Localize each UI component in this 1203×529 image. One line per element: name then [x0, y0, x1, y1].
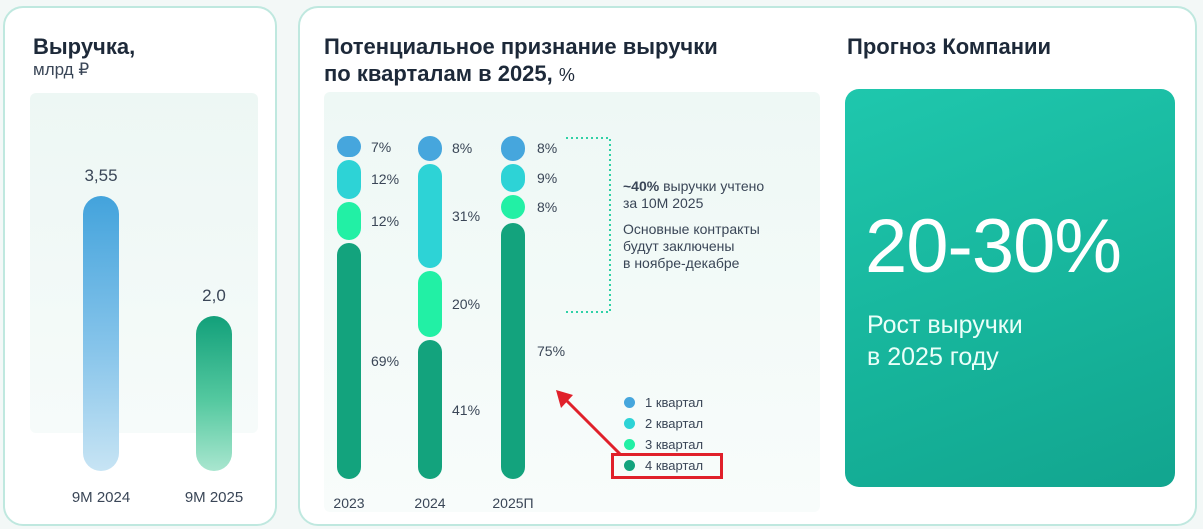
stack-segment: [418, 163, 442, 268]
annotation-line1: ~40% выручки учтено: [623, 178, 764, 195]
stack-value-label: 8%: [537, 199, 558, 216]
stack-value-label: 20%: [452, 296, 481, 313]
revenue-category-label: 9М 2025: [184, 489, 244, 506]
stack-value-label: 12%: [371, 213, 400, 229]
legend-item: 4 квартал: [624, 458, 703, 473]
stack-value-label: 12%: [371, 171, 400, 188]
quarter-title-text: по кварталам в 2025,: [324, 61, 553, 86]
stack-value-label: 41%: [452, 401, 481, 418]
stack-value-label: 7%: [371, 138, 392, 155]
revenue-category-label: 9М 2024: [71, 489, 131, 506]
forecast-caption-line2: в 2025 году: [867, 343, 999, 371]
stack-segment: [418, 270, 442, 338]
revenue-value-label: 2,0: [202, 286, 226, 306]
annotation-line4: будут заключены: [623, 238, 735, 254]
annotation-bold: ~40%: [623, 178, 660, 194]
revenue-title: Выручка,: [33, 34, 136, 59]
stack-value-label: 69%: [371, 353, 400, 370]
forecast-caption: Рост выручки в 2025 году: [867, 309, 1023, 373]
legend-highlight-box: [611, 453, 723, 479]
stack-segment: [501, 136, 525, 161]
arrow-head-icon: [556, 390, 573, 408]
revenue-bar: [196, 316, 232, 471]
legend-item: 2 квартал: [624, 416, 703, 431]
forecast-panel: 20-30% Рост выручки в 2025 году: [845, 89, 1175, 487]
annotation-text: ~40% выручки учтено за 10М 2025 Основные…: [623, 178, 764, 272]
annotation-line5: в ноябре-декабре: [623, 255, 740, 271]
stack-value-label: 8%: [537, 140, 558, 157]
year-label: 2024: [414, 495, 446, 511]
legend-label: 4 квартал: [645, 458, 704, 473]
stack-segment: [501, 194, 525, 220]
legend-item: 3 квартал: [624, 437, 703, 452]
quarter-title-line1: Потенциальное признание выручки: [324, 34, 718, 59]
forecast-value: 20-30%: [865, 204, 1122, 289]
annotation-overlay: [556, 137, 622, 456]
stack-segment: [337, 160, 361, 199]
dotted-bracket: [566, 137, 611, 313]
quarter-title-unit: %: [558, 65, 575, 85]
legend-dot-icon: [624, 397, 635, 408]
revenue-chart: 3,55 9М 2024 2,0 9М 2025: [30, 93, 258, 506]
quarter-card: Потенциальное признание выручки по кварт…: [298, 6, 1197, 526]
revenue-bar: [83, 196, 119, 471]
stack-segment: [501, 222, 525, 479]
forecast-title: Прогноз Компании: [847, 34, 1052, 59]
legend-label: 3 квартал: [645, 437, 704, 452]
legend-dot-icon: [624, 460, 635, 471]
stack-value-label: 9%: [537, 169, 558, 186]
legend-dot-icon: [624, 439, 635, 450]
legend-item: 1 квартал: [624, 395, 703, 410]
stack-segment: [337, 136, 361, 158]
stack-segment: [337, 243, 361, 479]
revenue-card: Выручка, млрд ₽ 3,55 9М 2024 2,0 9М 2025: [3, 6, 277, 526]
year-label: 2025П: [492, 495, 534, 511]
stack-value-label: 31%: [452, 207, 481, 224]
quarter-chart: 7% 12% 12% 69% 2023 8% 31% 20% 41% 2024 8% 9% 8% 75% 2…: [324, 92, 820, 512]
revenue-value-label: 3,55: [84, 166, 118, 186]
stack-segment: [418, 340, 442, 479]
revenue-unit: млрд ₽: [33, 60, 90, 79]
stack-segment: [501, 163, 525, 192]
year-label: 2023: [333, 495, 365, 511]
annotation-rest: выручки учтено: [659, 178, 765, 194]
legend-dot-icon: [624, 418, 635, 429]
legend-label: 2 квартал: [645, 416, 704, 431]
arrow-line: [562, 396, 622, 456]
stack-segment: [337, 201, 361, 241]
forecast-caption-line1: Рост выручки: [867, 311, 1023, 339]
quarter-title-line2: по кварталам в 2025, %: [324, 61, 575, 88]
stack-segment: [418, 136, 442, 161]
stack-value-label: 75%: [537, 342, 566, 359]
annotation-line3: Основные контракты: [623, 221, 760, 237]
annotation-line2: за 10М 2025: [623, 195, 704, 211]
legend-label: 1 квартал: [645, 395, 704, 410]
stack-value-label: 8%: [452, 140, 473, 157]
